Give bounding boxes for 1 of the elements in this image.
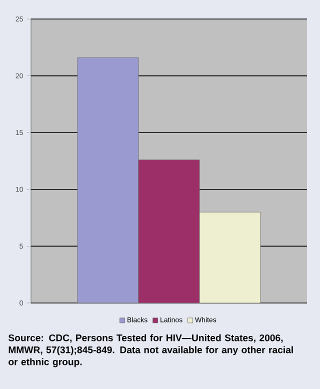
source-note: Source: CDC, Persons Tested for HIV—United States, 2006, MMWR, 57(31);845-849. Data not available for any other racial or ethnic group. bbox=[8, 334, 293, 368]
